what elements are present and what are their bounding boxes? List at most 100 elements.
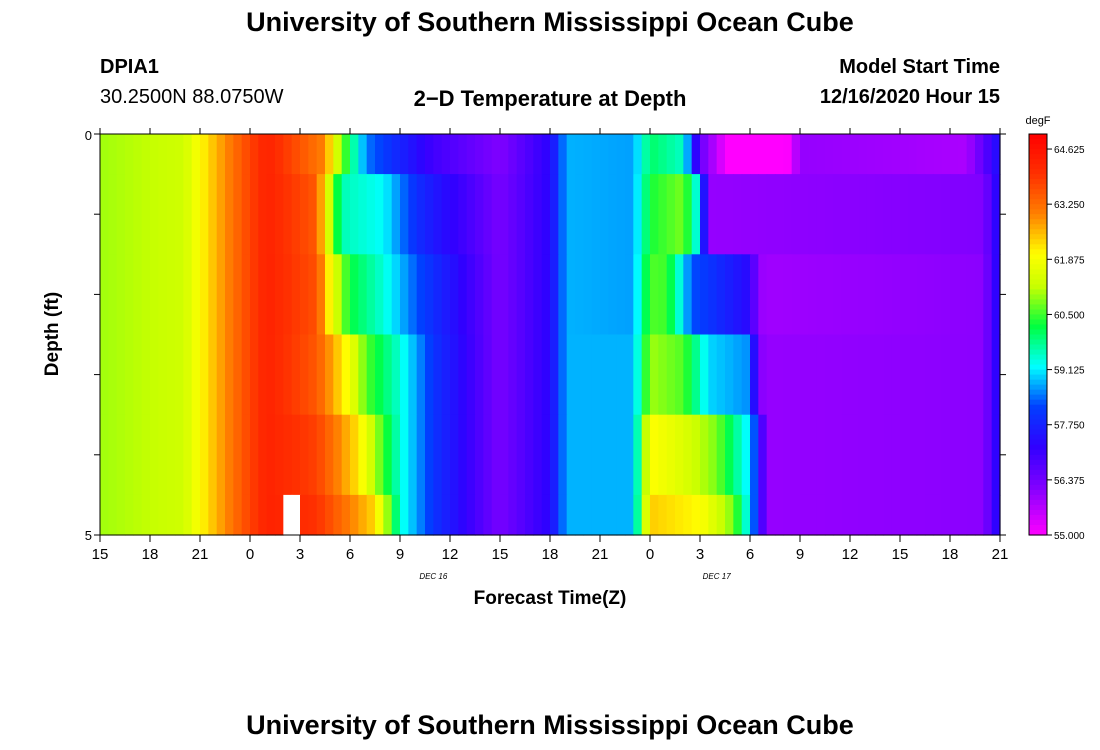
colorbar-tick-label: 64.625: [1054, 145, 1085, 156]
heatmap-cell: [566, 134, 576, 175]
heatmap-cell: [341, 494, 351, 536]
heatmap-cell: [733, 174, 743, 255]
heatmap-cell: [841, 254, 851, 336]
heatmap-cell: [991, 174, 1001, 255]
heatmap-cell: [533, 494, 543, 536]
heatmap-cell: [408, 174, 418, 255]
heatmap-cell: [225, 134, 234, 175]
heatmap-cell: [950, 134, 959, 175]
heatmap-cell: [316, 174, 326, 255]
heatmap-cell: [291, 334, 301, 416]
heatmap-cell: [900, 334, 909, 416]
heatmap-cell: [883, 334, 893, 416]
heatmap-cell: [508, 334, 518, 416]
x-tick-label: 21: [192, 546, 209, 563]
colorbar-segment: [1029, 324, 1047, 331]
colorbar-segment: [1029, 239, 1047, 245]
heatmap-cell: [800, 174, 809, 255]
colorbar-segment: [1029, 399, 1047, 406]
heatmap-cell: [558, 334, 568, 416]
heatmap-cell: [391, 494, 401, 536]
heatmap-cell: [308, 334, 318, 416]
heatmap-cell: [991, 334, 1001, 416]
heatmap-cell: [883, 414, 893, 496]
heatmap-cell: [441, 334, 451, 416]
heatmap-cell: [875, 414, 884, 496]
heatmap-cell: [458, 134, 468, 175]
heatmap-cell: [933, 174, 943, 255]
model-start-label: Model Start Time: [839, 56, 1000, 78]
heatmap-cell: [725, 254, 734, 336]
footer-title: University of Southern Mississippi Ocean…: [246, 710, 854, 740]
heatmap-cell: [608, 334, 618, 416]
heatmap-cell: [758, 414, 768, 496]
heatmap-cell: [400, 414, 409, 496]
heatmap-cell: [766, 334, 776, 416]
heatmap-cell: [166, 254, 176, 336]
heatmap-cell: [650, 174, 659, 255]
heatmap-cell: [250, 174, 259, 255]
heatmap-cell: [483, 174, 493, 255]
heatmap-cell: [991, 254, 1001, 336]
heatmap-cell: [550, 414, 559, 496]
heatmap-cell: [533, 174, 543, 255]
heatmap-cell: [116, 174, 126, 255]
colorbar-segment: [1029, 499, 1047, 506]
heatmap-cell: [166, 174, 176, 255]
heatmap-cell: [641, 174, 651, 255]
heatmap-cell: [925, 414, 934, 496]
colorbar-segment: [1029, 449, 1047, 456]
heatmap-cell: [758, 134, 768, 175]
heatmap-cell: [333, 254, 343, 336]
heatmap-cell: [183, 134, 193, 175]
heatmap-cell: [591, 494, 601, 536]
heatmap-cell: [608, 174, 618, 255]
colorbar-segment: [1029, 329, 1047, 336]
heatmap-cell: [300, 134, 309, 175]
heatmap-cell: [125, 174, 134, 255]
heatmap-cell: [150, 134, 159, 175]
heatmap-cell: [391, 134, 401, 175]
colorbar-segment: [1029, 199, 1047, 205]
heatmap-cell: [825, 134, 834, 175]
heatmap-cell: [575, 134, 584, 175]
heatmap-cell: [225, 494, 234, 536]
x-tick-label: 6: [346, 546, 354, 563]
heatmap-cell: [241, 414, 251, 496]
heatmap-cell: [625, 334, 634, 416]
y-axis-title: Depth (ft): [42, 292, 63, 376]
heatmap-cell: [858, 254, 868, 336]
heatmap-cell: [191, 334, 201, 416]
heatmap-cell: [175, 494, 184, 536]
heatmap-cell: [375, 414, 384, 496]
heatmap-cell: [675, 134, 684, 175]
heatmap-cell: [275, 174, 284, 255]
heatmap-cell: [241, 494, 251, 536]
heatmap-cell: [716, 174, 726, 255]
heatmap-cell: [325, 494, 334, 536]
heatmap-cell: [483, 134, 493, 175]
colorbar-segment: [1029, 194, 1047, 200]
heatmap-cell: [333, 134, 343, 175]
heatmap-cell: [233, 134, 243, 175]
y-axis-ticks: [94, 133, 1006, 536]
heatmap-cell: [108, 334, 118, 416]
heatmap-cell: [550, 334, 559, 416]
heatmap-cell: [716, 494, 726, 536]
heatmap-cell: [766, 254, 776, 336]
heatmap-cell: [166, 494, 176, 536]
heatmap-cell: [450, 334, 459, 416]
heatmap-cell: [475, 174, 484, 255]
heatmap-cell: [916, 334, 926, 416]
heatmap-cell: [733, 414, 743, 496]
heatmap-cell: [658, 254, 668, 336]
colorbar-segment: [1029, 264, 1047, 270]
heatmap-cell: [383, 254, 393, 336]
heatmap-cell: [691, 254, 701, 336]
heatmap-cell: [800, 334, 809, 416]
colorbar-segment: [1029, 139, 1047, 145]
heatmap-cell: [883, 174, 893, 255]
heatmap-cell: [808, 494, 818, 536]
heatmap-cell: [466, 254, 476, 336]
heatmap-cell: [491, 254, 501, 336]
